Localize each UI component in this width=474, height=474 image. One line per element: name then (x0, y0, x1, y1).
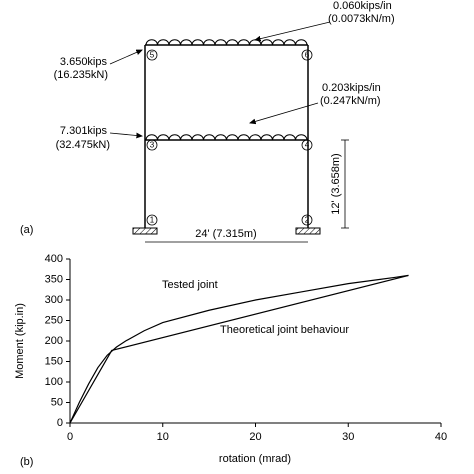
series-line (69, 274, 409, 424)
node-circle (301, 214, 313, 226)
load-label: 3.650kips (60, 56, 108, 68)
node-label: 4 (305, 141, 310, 150)
y-tick-label: 0 (57, 417, 63, 429)
y-tick-label: 50 (51, 396, 63, 408)
load-arc (145, 134, 308, 141)
support (132, 227, 158, 235)
node-circle (301, 139, 313, 151)
load-label: (0.247kN/m) (320, 95, 381, 107)
panel-label: (b) (20, 456, 33, 468)
y-tick-label: 150 (45, 355, 63, 367)
node-circle (146, 49, 158, 61)
y-tick-label: 350 (45, 273, 63, 285)
x-tick-label: 10 (157, 431, 169, 443)
y-tick-label: 250 (45, 314, 63, 326)
x-tick-label: 40 (435, 431, 447, 443)
node-label: 6 (305, 51, 310, 60)
annotation: Tested joint (162, 279, 218, 291)
node-labels: 1 2 3 4 5 6 (150, 51, 310, 225)
y-tick-label: 300 (45, 294, 63, 306)
load-arcs (145, 39, 308, 141)
load-label: (16.235kN) (54, 69, 108, 81)
dimension-label: 12' (3.658m) (330, 153, 342, 214)
load-label: 0.060kips/in (333, 0, 392, 12)
y-tick-label: 400 (45, 253, 63, 265)
panel-label: (a) (20, 224, 33, 236)
node-circle (146, 214, 158, 226)
node-circle (301, 49, 313, 61)
series-line (69, 274, 409, 424)
arrow (255, 21, 331, 40)
y-tick-label: 100 (45, 376, 63, 388)
dimension-label: 24' (7.315m) (195, 228, 256, 240)
node-circle (146, 139, 158, 151)
load-label: (32.475kN) (56, 139, 110, 151)
arrow (109, 133, 142, 136)
arrow (250, 102, 319, 123)
x-tick-label: 20 (249, 431, 261, 443)
node-label: 1 (150, 216, 155, 225)
load-label: 0.203kips/in (322, 82, 381, 94)
support (295, 227, 321, 235)
x-tick-label: 30 (342, 431, 354, 443)
y-axis-title: Moment (kip.in) (14, 303, 26, 379)
node-markers (146, 49, 313, 226)
x-axis-title: rotation (mrad) (219, 453, 291, 465)
x-tick-label: 0 (67, 431, 73, 443)
arrow (109, 50, 142, 65)
load-label: (0.0073kN/m) (328, 13, 395, 25)
load-label: 7.301kips (60, 125, 108, 137)
node-label: 3 (150, 141, 155, 150)
annotation: Theoretical joint behaviour (220, 324, 349, 336)
node-label: 2 (305, 216, 310, 225)
load-arc (145, 39, 308, 46)
node-label: 5 (150, 51, 155, 60)
y-tick-label: 200 (45, 335, 63, 347)
